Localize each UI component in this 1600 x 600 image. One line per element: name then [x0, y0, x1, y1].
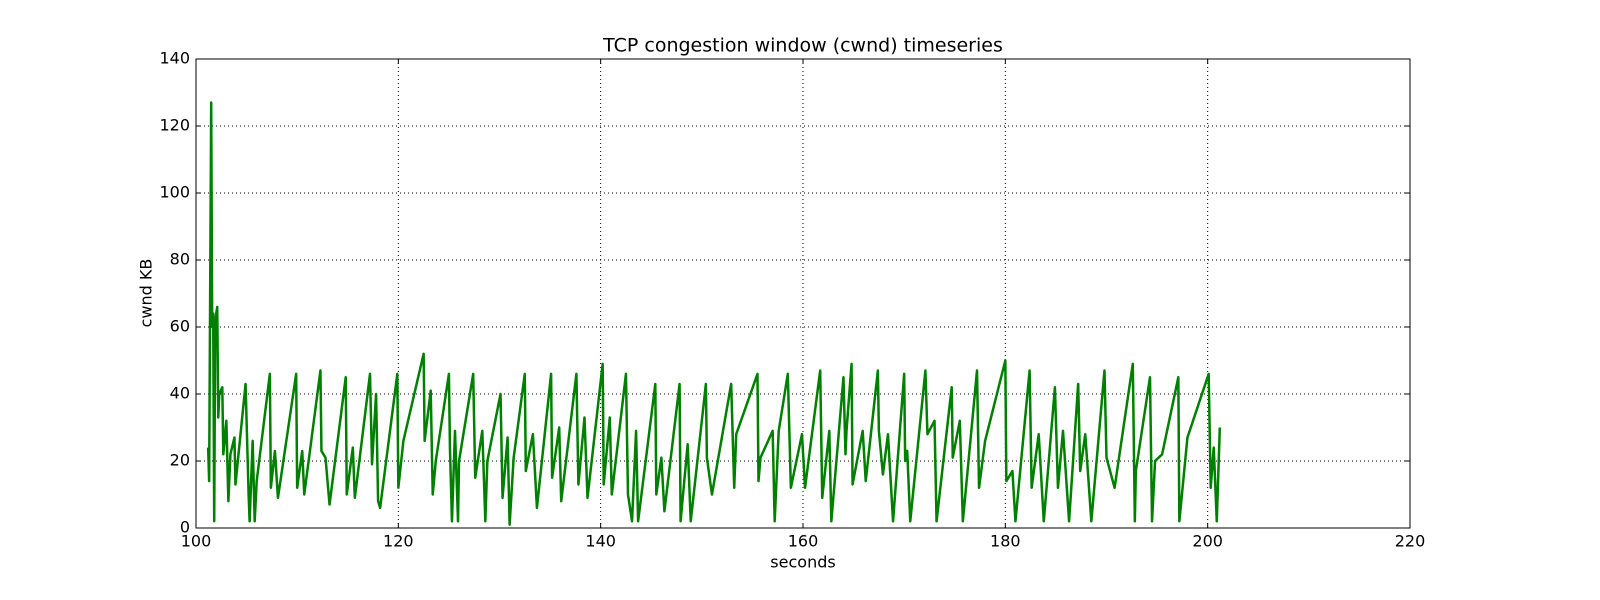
- cwnd-line: [206, 101, 1222, 526]
- y-tick-label: 60: [170, 317, 190, 336]
- y-tick-label: 80: [170, 250, 190, 269]
- y-axis-label: cwnd KB: [137, 259, 156, 328]
- x-tick-label: 220: [1395, 532, 1426, 551]
- x-tick-label: 120: [383, 532, 414, 551]
- y-tick-label: 40: [170, 384, 190, 403]
- y-tick-label: 120: [159, 116, 190, 135]
- x-axis-label: seconds: [770, 553, 835, 572]
- y-tick-label: 100: [159, 183, 190, 202]
- chart-title: TCP congestion window (cwnd) timeseries: [602, 35, 1003, 57]
- y-tick-label: 20: [170, 451, 190, 470]
- x-tick-label: 140: [585, 532, 616, 551]
- x-tick-label: 160: [788, 532, 819, 551]
- plot-frame: [195, 58, 1411, 529]
- x-tick-label: 100: [181, 532, 212, 551]
- x-tick-label: 180: [990, 532, 1021, 551]
- y-tick-label: 0: [180, 518, 190, 537]
- x-tick-label: 200: [1192, 532, 1223, 551]
- y-tick-label: 140: [159, 49, 190, 68]
